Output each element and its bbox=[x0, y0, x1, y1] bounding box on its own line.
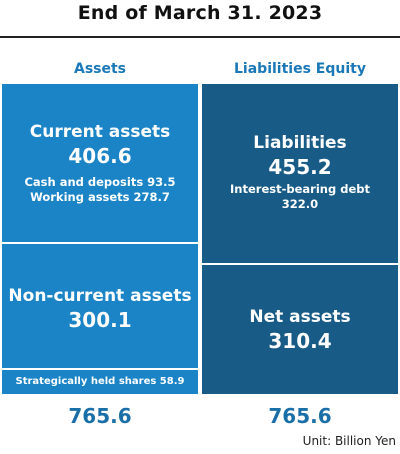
liabilities-equity-total: 765.6 bbox=[268, 404, 332, 428]
non-current-assets-value: 300.1 bbox=[68, 308, 132, 332]
strategically-held-shares-block: Strategically held shares 58.9 bbox=[1, 369, 199, 395]
current-assets-block: Current assets 406.6 Cash and deposits 9… bbox=[1, 83, 199, 243]
non-current-assets-label: Non-current assets bbox=[8, 286, 192, 306]
liabilities-block: Liabilities 455.2 Interest-bearing debt … bbox=[201, 83, 399, 264]
net-assets-block: Net assets 310.4 bbox=[201, 264, 399, 395]
current-assets-value: 406.6 bbox=[68, 144, 132, 168]
current-assets-label: Current assets bbox=[29, 122, 171, 142]
assets-header: Assets bbox=[73, 61, 127, 77]
liabilities-equity-header: Liabilities Equity bbox=[234, 61, 366, 77]
strategically-held-shares-label: Strategically held shares 58.9 bbox=[15, 376, 185, 387]
working-assets-label: Working assets 278.7 bbox=[30, 190, 170, 204]
liabilities-value: 455.2 bbox=[268, 155, 332, 179]
interest-bearing-debt-value: 322.0 bbox=[281, 197, 319, 211]
net-assets-label: Net assets bbox=[249, 307, 351, 327]
non-current-assets-block: Non-current assets 300.1 bbox=[1, 243, 199, 369]
unit-label: Unit: Billion Yen bbox=[302, 434, 396, 448]
net-assets-value: 310.4 bbox=[268, 329, 332, 353]
cash-and-deposits-label: Cash and deposits 93.5 bbox=[24, 175, 176, 189]
assets-total: 765.6 bbox=[68, 404, 132, 428]
chart-title: End of March 31. 2023 bbox=[77, 2, 323, 24]
title-divider bbox=[0, 36, 400, 38]
interest-bearing-debt-label: Interest-bearing debt bbox=[230, 182, 370, 196]
liabilities-label: Liabilities bbox=[253, 133, 347, 153]
